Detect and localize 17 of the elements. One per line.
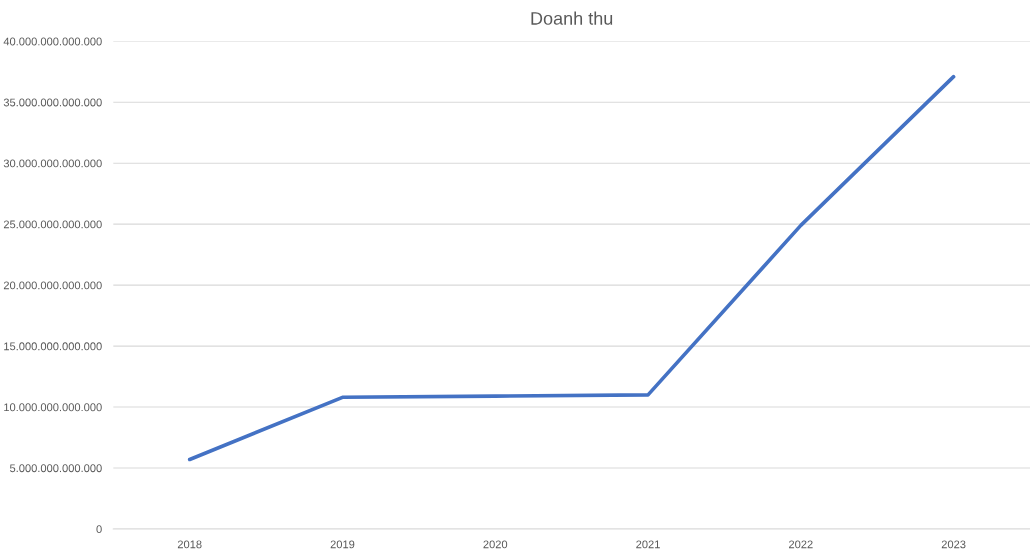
- y-tick-label: 0: [96, 525, 102, 534]
- x-tick-label: 2019: [330, 540, 355, 549]
- x-tick-label: 2022: [789, 540, 813, 549]
- x-tick-label: 2023: [941, 540, 966, 549]
- line-series: [187, 74, 956, 462]
- y-tick-label: 35.000.000.000.000: [3, 98, 102, 107]
- y-tick-label: 10.000.000.000.000: [4, 403, 102, 412]
- y-tick-label: 40.000.000.000.000: [3, 37, 102, 46]
- x-tick-label: 2021: [636, 540, 660, 549]
- x-tick-label: 2020: [483, 540, 508, 549]
- y-tick-label: 25.000.000.000.000: [3, 220, 102, 229]
- chart-title: Doanh thu: [531, 11, 613, 25]
- y-tick-label: 30.000.000.000.000: [3, 159, 102, 168]
- y-tick-label: 20.000.000.000.000: [3, 281, 102, 290]
- x-tick-label: 2018: [177, 540, 202, 549]
- y-tick-label: 5.000.000.000.000: [9, 464, 102, 473]
- y-tick-label: 15.000.000.000.000: [4, 342, 102, 351]
